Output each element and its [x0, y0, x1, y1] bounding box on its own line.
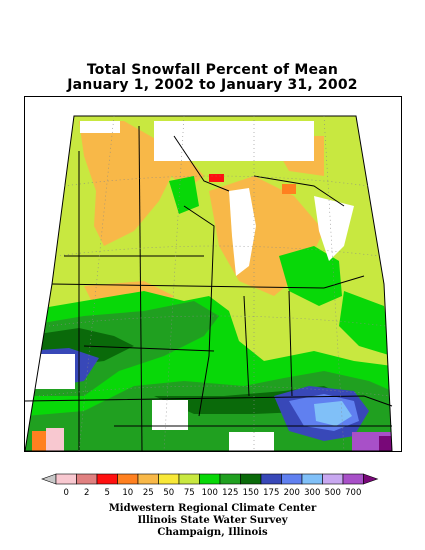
no-data-north	[80, 121, 120, 133]
no-data-tennessee	[229, 432, 274, 451]
region-10-25-up	[282, 184, 296, 194]
region-over-700	[379, 436, 392, 451]
lake-superior	[154, 121, 314, 161]
legend-label: 10	[122, 488, 133, 498]
legend-swatch	[76, 473, 98, 485]
lake-huron	[314, 196, 354, 261]
legend-swatch	[240, 473, 262, 485]
graticule	[38, 115, 391, 452]
legend-label: 5	[105, 488, 110, 498]
map-title: Total Snowfall Percent of Mean	[86, 62, 339, 78]
snowfall-fill	[25, 116, 392, 451]
region-5-10-up	[209, 174, 224, 182]
legend-swatch	[322, 473, 344, 485]
legend-label: 125	[222, 488, 238, 498]
legend-label: 2	[84, 488, 89, 498]
region-25-50-north	[79, 121, 174, 246]
legend-label: 500	[325, 488, 341, 498]
legend-swatch	[158, 473, 180, 485]
legend-swatch	[55, 473, 77, 485]
legend-swatch	[199, 473, 221, 485]
region-10-25-sw	[32, 431, 46, 451]
legend-label: 50	[163, 488, 174, 498]
legend-label: 150	[243, 488, 259, 498]
state-boundaries	[24, 115, 393, 452]
region-75-100-wisconsin	[169, 176, 199, 214]
legend-label: 200	[284, 488, 300, 498]
legend-swatch	[281, 473, 303, 485]
no-data-south	[152, 400, 188, 430]
region-75-100-ohio	[339, 291, 392, 356]
legend-swatch	[342, 473, 364, 485]
color-legend: 0 2 5 10 25 50 75 100 125 150 175 200 300 500 700	[41, 473, 379, 498]
region-0-2-sw	[46, 428, 64, 451]
legend-label: 100	[202, 488, 218, 498]
credit-center: Midwestern Regional Climate Center	[108, 503, 317, 514]
legend-label: 175	[263, 488, 279, 498]
region-200-300	[314, 401, 352, 426]
legend-swatch	[178, 473, 200, 485]
legend-swatch	[137, 473, 159, 485]
legend-label: 25	[143, 488, 154, 498]
legend-swatch	[96, 473, 118, 485]
map-date-range: January 1, 2002 to January 31, 2002	[67, 77, 358, 93]
legend-label: 0	[64, 488, 69, 498]
region-75-100-michigan	[279, 246, 342, 306]
credit-location: Champaign, Illinois	[157, 527, 268, 538]
legend-label: 75	[184, 488, 195, 498]
legend-swatch	[301, 473, 323, 485]
legend-swatch	[117, 473, 139, 485]
legend-label: 300	[304, 488, 320, 498]
lake-michigan	[229, 188, 256, 276]
legend-under-arrow	[41, 473, 57, 485]
legend-label: 700	[345, 488, 361, 498]
credit-survey: Illinois State Water Survey	[137, 515, 288, 526]
snowfall-map	[24, 96, 402, 452]
legend-swatch	[260, 473, 282, 485]
legend-over-arrow	[363, 473, 379, 485]
legend-swatch	[219, 473, 241, 485]
